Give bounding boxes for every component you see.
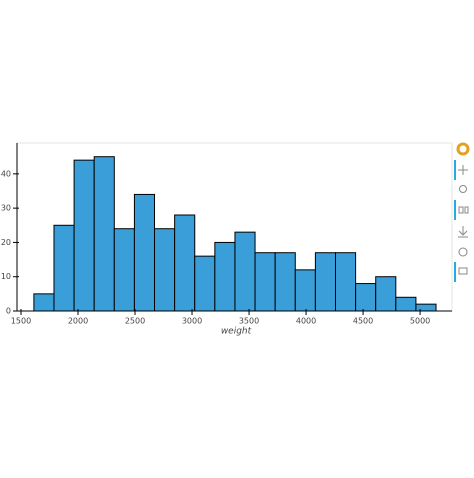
logo [456,142,470,156]
zoom-tool[interactable] [459,185,467,193]
save-tool[interactable] [458,226,468,238]
bar [294,269,316,312]
bar [254,252,276,312]
x-tick-label: 2000 [68,317,88,326]
reset-tool[interactable] [458,247,468,257]
bar [154,228,176,312]
bar [314,252,336,312]
bar [93,156,115,312]
y-tick-label: 30 [1,204,11,213]
bar [174,214,196,312]
x-tick-label: 5000 [410,317,430,326]
x-tick-label: 3000 [182,317,202,326]
bar [214,241,236,312]
pan-tool[interactable] [458,165,468,175]
bar [274,252,296,312]
x-tick-label: 1500 [11,317,31,326]
bar [194,255,216,312]
hover-tool[interactable] [458,267,468,275]
bar [415,303,437,312]
bar [133,193,156,312]
x-tick-label: 4500 [353,317,373,326]
bar [33,293,55,312]
toolbar [454,142,470,282]
y-tick-label: 20 [1,238,11,247]
bar [355,283,377,312]
x-tick-label: 2500 [125,317,145,326]
wheel-zoom-tool[interactable] [458,206,469,214]
bar [53,224,75,312]
x-tick-label: 3500 [239,317,259,326]
bar [334,252,357,312]
x-tick-label: 4000 [296,317,316,326]
y-tick-label: 0 [6,307,11,316]
bar [234,231,256,312]
bar [375,276,397,312]
y-tick-label: 40 [1,169,11,178]
bar [73,159,95,312]
x-axis-label: weight [221,327,252,337]
bar [395,296,417,312]
y-tick-label: 10 [1,272,11,281]
bar [113,228,135,312]
